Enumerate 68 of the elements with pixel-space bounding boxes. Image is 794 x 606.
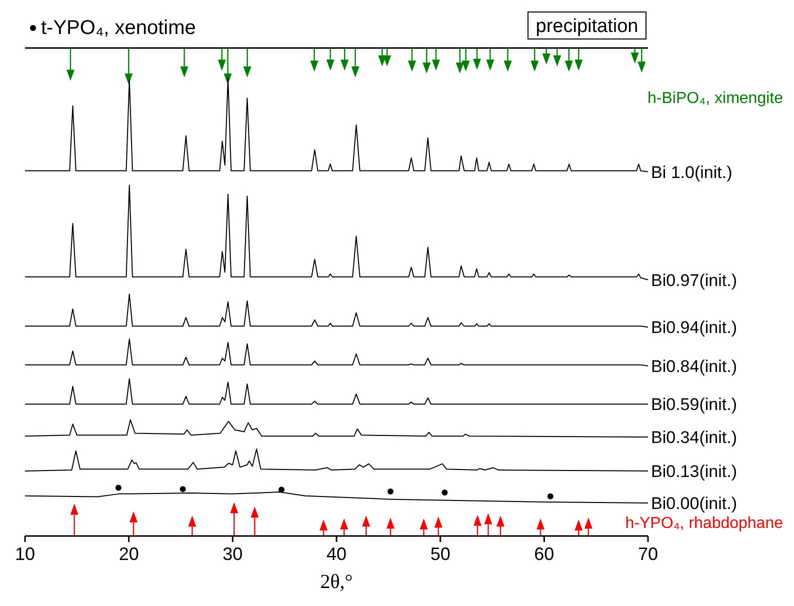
point (340, 60, 349, 71)
x-tick-label: 20 (118, 544, 139, 564)
x-axis-title: 2θ,° (320, 571, 353, 593)
series-label: h-BiPO₄, ximengite (648, 90, 784, 108)
point (422, 62, 431, 74)
legend-label: t-YPO₄, xenotime (41, 17, 196, 39)
point (320, 520, 328, 531)
series-label: Bi0.94(init.) (651, 318, 737, 338)
series-label: Bi0.84(init.) (651, 356, 737, 376)
point (387, 488, 394, 495)
x-tick-label: 10 (14, 544, 36, 564)
series-label: Bi 1.0(init.) (651, 162, 732, 182)
x-tick-label: 70 (638, 544, 658, 564)
point (180, 66, 188, 78)
point (218, 60, 226, 71)
point (180, 486, 186, 492)
point (115, 484, 122, 491)
point (386, 518, 394, 529)
point (536, 518, 545, 530)
point (486, 60, 494, 71)
point (496, 516, 504, 527)
series-label: Bi0.34(init.) (651, 428, 737, 448)
point (351, 66, 360, 78)
point (484, 513, 492, 524)
point (434, 516, 442, 528)
point (70, 504, 78, 515)
point (442, 490, 448, 496)
point (553, 55, 562, 66)
point (456, 62, 464, 74)
point (250, 506, 259, 518)
point (408, 60, 416, 72)
x-tick-label: 30 (222, 544, 243, 564)
point (462, 60, 470, 72)
point (130, 511, 138, 522)
point (530, 60, 539, 72)
point (630, 52, 639, 64)
point (326, 60, 334, 71)
point (474, 514, 482, 526)
point (574, 60, 583, 71)
point (383, 55, 392, 66)
series-label: Bi0.00(init.) (651, 494, 737, 514)
x-tick-label: 50 (430, 544, 450, 564)
series-label: Bi0.13(init.) (651, 462, 737, 481)
point (188, 516, 196, 527)
x-tick-label: 60 (534, 544, 554, 564)
text: precipitation (536, 16, 638, 37)
point (66, 70, 74, 81)
point (420, 518, 428, 530)
point (362, 516, 370, 527)
point (124, 74, 133, 85)
series-label: Bi0.59(init.) (651, 395, 737, 414)
point (310, 60, 318, 72)
point (278, 486, 284, 493)
point (584, 518, 592, 529)
point (504, 60, 512, 72)
point (243, 66, 252, 78)
point (230, 502, 238, 514)
point (542, 53, 550, 64)
point (432, 60, 440, 71)
point (574, 520, 583, 531)
point (340, 518, 348, 530)
point (638, 62, 646, 73)
point (547, 493, 554, 500)
series-label: Bi0.97(init.) (651, 270, 737, 290)
x-tick-label: 40 (326, 544, 347, 564)
text: h-YPO₄, rhabdophane (625, 515, 784, 532)
point (564, 60, 573, 72)
point (472, 58, 481, 70)
